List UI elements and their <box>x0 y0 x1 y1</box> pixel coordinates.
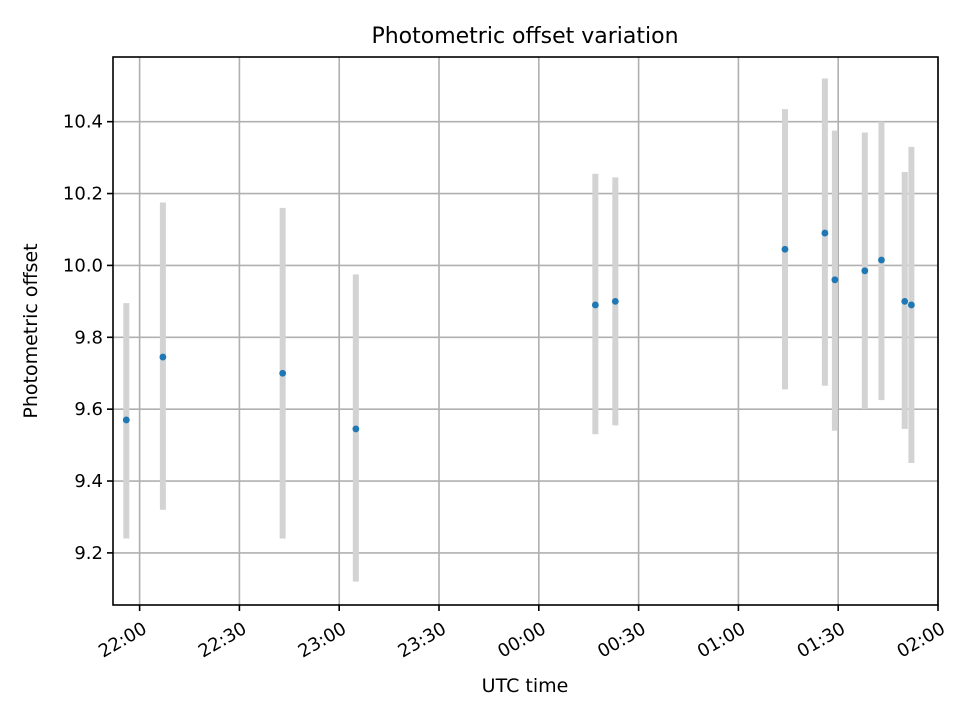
y-tick-label: 9.6 <box>74 399 103 420</box>
chart-title: Photometric offset variation <box>371 24 678 49</box>
point-layer <box>122 229 915 433</box>
data-point <box>901 297 909 305</box>
y-tick-label: 10.2 <box>63 184 103 205</box>
data-point <box>122 416 130 424</box>
data-point <box>861 267 869 275</box>
data-point <box>821 229 829 237</box>
x-tick-label: 01:00 <box>694 618 749 662</box>
x-tick-label: 02:00 <box>893 618 948 662</box>
x-axis-label: UTC time <box>482 675 569 697</box>
data-point <box>159 353 167 361</box>
y-tick-label: 9.4 <box>74 471 103 492</box>
x-tick-label: 23:00 <box>295 618 350 662</box>
data-point <box>831 276 839 284</box>
x-tick-label: 00:00 <box>494 618 549 662</box>
data-point <box>781 245 789 253</box>
x-tick-label: 22:00 <box>95 618 150 662</box>
data-point <box>907 301 915 309</box>
x-tick-label: 22:30 <box>195 618 250 662</box>
plot-frame <box>112 56 939 606</box>
data-point <box>611 297 619 305</box>
x-tick-label: 23:30 <box>394 618 449 662</box>
y-tick-label: 9.2 <box>74 543 103 564</box>
data-point <box>279 369 287 377</box>
grid-layer <box>113 57 939 605</box>
y-axis-label: Photometric offset <box>20 243 42 418</box>
x-tick-label: 01:30 <box>794 618 849 662</box>
data-point <box>878 256 885 264</box>
y-tick-label: 9.8 <box>74 327 103 348</box>
data-point <box>591 301 599 309</box>
y-tick-label: 10.4 <box>63 112 103 133</box>
y-tick-label: 10.0 <box>63 255 103 276</box>
error-bar-layer <box>123 78 915 582</box>
data-point <box>352 425 360 433</box>
x-tick-label: 00:30 <box>594 618 649 662</box>
